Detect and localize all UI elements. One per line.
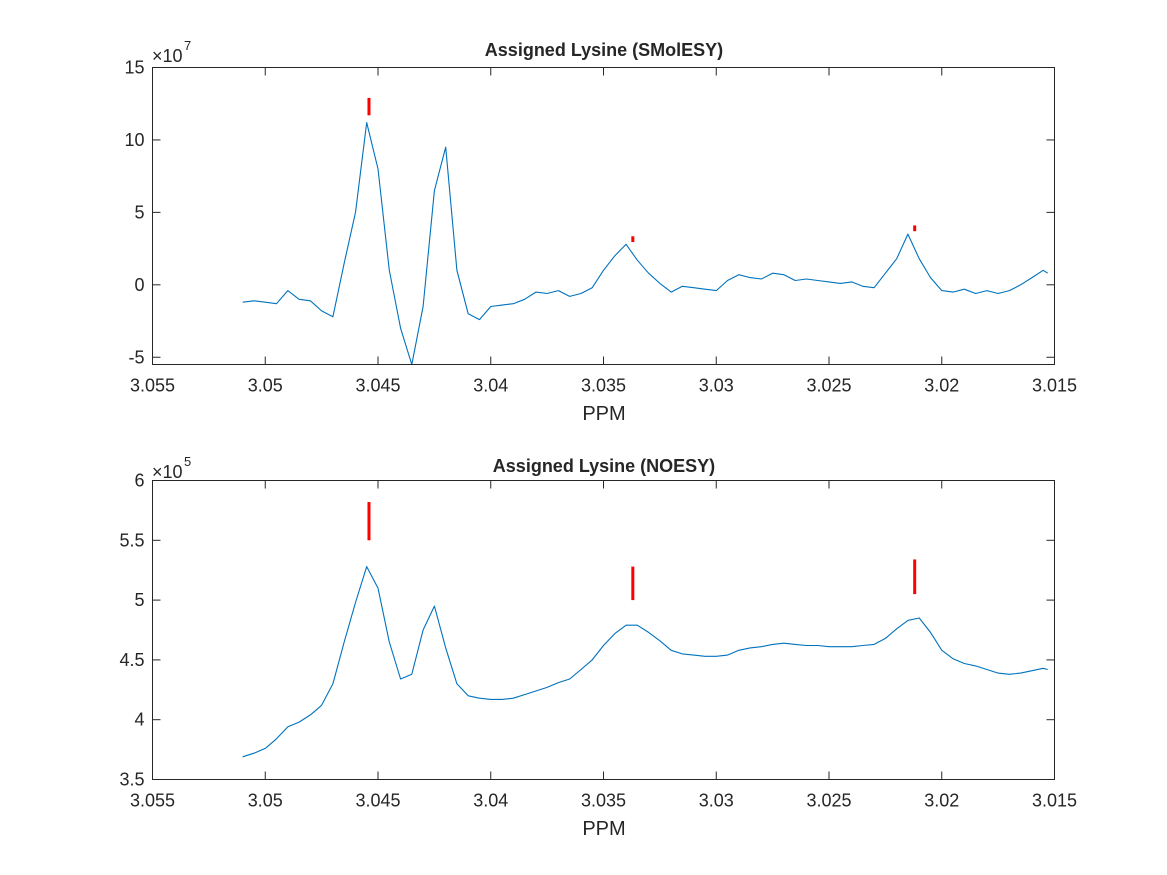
data-series	[242, 566, 1048, 758]
subplot-smolesy: Assigned Lysine (SMolESY) ×10 7 3.055 3.0…	[124, 38, 1077, 425]
y-tick-label: 4.5	[119, 650, 144, 670]
x-tick-label: 3.025	[806, 376, 851, 396]
subplot-noesy: Assigned Lysine (NOESY) ×10 5 3.055 3.05 3…	[119, 454, 1077, 840]
chart-title: Assigned Lysine (SMolESY)	[485, 40, 723, 60]
y-tick-label: 5	[134, 202, 144, 222]
data-series	[242, 122, 1048, 365]
x-tick-label: 3.055	[130, 791, 175, 811]
x-tick-label: 3.015	[1032, 791, 1077, 811]
series-line	[242, 122, 1048, 365]
chart-title: Assigned Lysine (NOESY)	[493, 456, 715, 476]
series-line	[242, 566, 1048, 758]
x-tick-label: 3.04	[473, 791, 508, 811]
y-tick-label: 15	[124, 58, 144, 78]
y-tick-label: 5.5	[119, 530, 144, 550]
x-axis-label: PPM	[582, 818, 625, 840]
y-tick-label: 3.5	[119, 770, 144, 790]
y-ticks: 3.5 4 4.5 5 5.5 6	[119, 471, 1055, 790]
y-tick-label: 4	[134, 710, 144, 730]
x-tick-label: 3.055	[130, 376, 175, 396]
x-tick-label: 3.035	[581, 376, 626, 396]
y-exponent-power: 5	[184, 454, 191, 469]
x-tick-label: 3.045	[355, 791, 400, 811]
x-tick-label: 3.035	[581, 791, 626, 811]
x-ticks: 3.055 3.05 3.045 3.04 3.035 3.03 3.025 3.02 3.01…	[130, 480, 1077, 811]
axes-frame	[152, 67, 1055, 365]
x-tick-label: 3.025	[806, 791, 851, 811]
x-tick-label: 3.05	[248, 791, 283, 811]
y-tick-label: 6	[134, 471, 144, 491]
y-exponent-base: ×10	[152, 462, 183, 482]
x-tick-label: 3.02	[924, 376, 959, 396]
y-tick-label: 5	[134, 590, 144, 610]
x-axis-label: PPM	[582, 403, 625, 425]
x-tick-label: 3.02	[924, 791, 959, 811]
x-ticks: 3.055 3.05 3.045 3.04 3.035 3.03 3.025 3.02 3.01…	[130, 67, 1077, 396]
y-exponent-power: 7	[184, 38, 191, 53]
y-ticks: -5 0 5 10 15	[124, 58, 1055, 367]
peak-markers	[367, 97, 917, 243]
x-tick-label: 3.015	[1032, 376, 1077, 396]
y-exponent-base: ×10	[152, 46, 183, 66]
axes-frame	[152, 480, 1055, 780]
x-tick-label: 3.05	[248, 376, 283, 396]
y-tick-label: 10	[124, 130, 144, 150]
peak-markers	[367, 502, 917, 601]
x-tick-label: 3.04	[473, 376, 508, 396]
y-tick-label: -5	[128, 347, 144, 367]
x-tick-label: 3.045	[355, 376, 400, 396]
x-tick-label: 3.03	[699, 376, 734, 396]
x-tick-label: 3.03	[699, 791, 734, 811]
y-tick-label: 0	[134, 275, 144, 295]
